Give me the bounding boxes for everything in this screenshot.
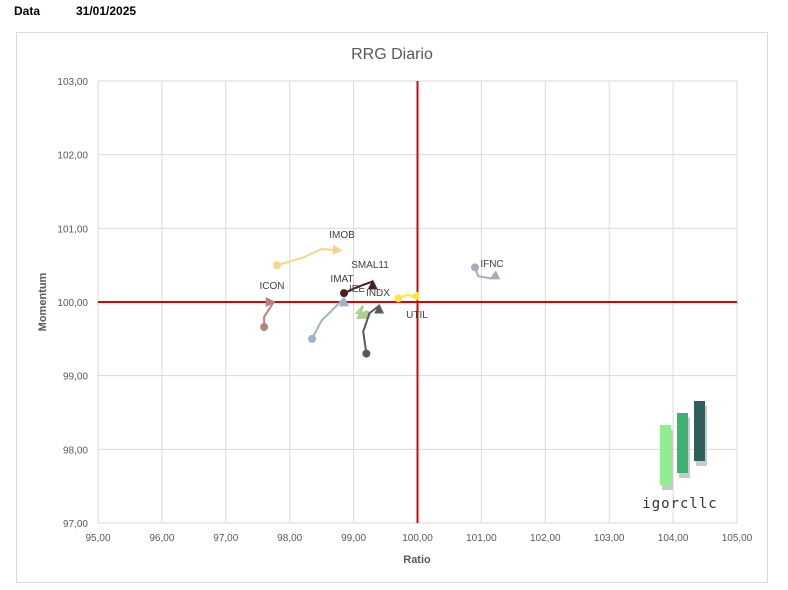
tick-labels: 95,00 96,00 97,00 98,00 99,00 100,00 101,00 102…: [57, 77, 752, 544]
y-axis-title: Momentum: [37, 272, 49, 331]
x-tick-label: 101,00: [466, 533, 497, 544]
logo-bar-1: [660, 425, 671, 485]
y-tick-label: 102,00: [57, 151, 88, 162]
series-util: [394, 286, 420, 303]
series-ifnc: [471, 263, 493, 282]
y-tick-label: 101,00: [57, 224, 88, 235]
series-imob: [272, 246, 343, 270]
chart-title: RRG Diario: [351, 46, 433, 63]
series-label-imat: IMAT: [330, 274, 353, 285]
series-label-util: UTIL: [406, 310, 428, 321]
quadrant-lines: [98, 81, 737, 523]
series-start-point: [471, 263, 480, 272]
series-indx: [362, 304, 381, 358]
x-tick-label: 100,00: [402, 533, 433, 544]
logo-text: igorcllc: [642, 496, 717, 512]
series-label-ifnc: IFNC: [480, 259, 503, 270]
series-tail: [263, 300, 275, 328]
series-smal11: [340, 280, 375, 298]
x-tick-label: 104,00: [658, 533, 689, 544]
x-tick-label: 97,00: [213, 533, 238, 544]
series-label-smal11: SMAL11: [351, 260, 389, 271]
series-tail: [362, 304, 381, 354]
series-start-point: [260, 323, 269, 332]
logo-bar-2: [677, 413, 688, 473]
x-tick-label: 103,00: [594, 533, 625, 544]
series-start-point: [340, 289, 349, 298]
y-tick-label: 97,00: [63, 519, 88, 530]
logo: igorcllc: [642, 401, 717, 512]
x-tick-label: 105,00: [722, 533, 753, 544]
series-imat: [308, 296, 346, 343]
x-tick-label: 99,00: [341, 533, 366, 544]
series-tail: [276, 246, 343, 267]
y-tick-label: 103,00: [57, 77, 88, 88]
date-label: Data: [14, 4, 41, 18]
series-label-indx: INDX: [366, 288, 390, 299]
x-tick-label: 102,00: [530, 533, 561, 544]
x-tick-label: 95,00: [85, 533, 110, 544]
chart-container: [16, 32, 768, 583]
series-icon: [260, 300, 275, 332]
y-tick-label: 100,00: [57, 298, 88, 309]
series-start-point: [394, 294, 403, 303]
series-start-point: [272, 261, 281, 270]
y-tick-label: 98,00: [63, 445, 88, 456]
y-tick-label: 99,00: [63, 372, 88, 383]
series-layer: IMOB SMAL11 IMAT ICON IEE INDX UTIL IFNC: [260, 230, 504, 358]
series-label-iee: IEE: [349, 284, 365, 295]
x-tick-label: 96,00: [149, 533, 174, 544]
series-label-icon: ICON: [260, 281, 285, 292]
x-axis-title: Ratio: [403, 554, 431, 566]
date-value: 31/01/2025: [76, 4, 137, 18]
series-label-imob: IMOB: [329, 230, 355, 241]
series-start-point: [308, 334, 317, 343]
series-start-point: [362, 349, 371, 358]
series-tail: [355, 304, 371, 316]
series-tail: [311, 296, 346, 340]
logo-bar-3: [694, 401, 705, 461]
x-tick-label: 98,00: [277, 533, 302, 544]
